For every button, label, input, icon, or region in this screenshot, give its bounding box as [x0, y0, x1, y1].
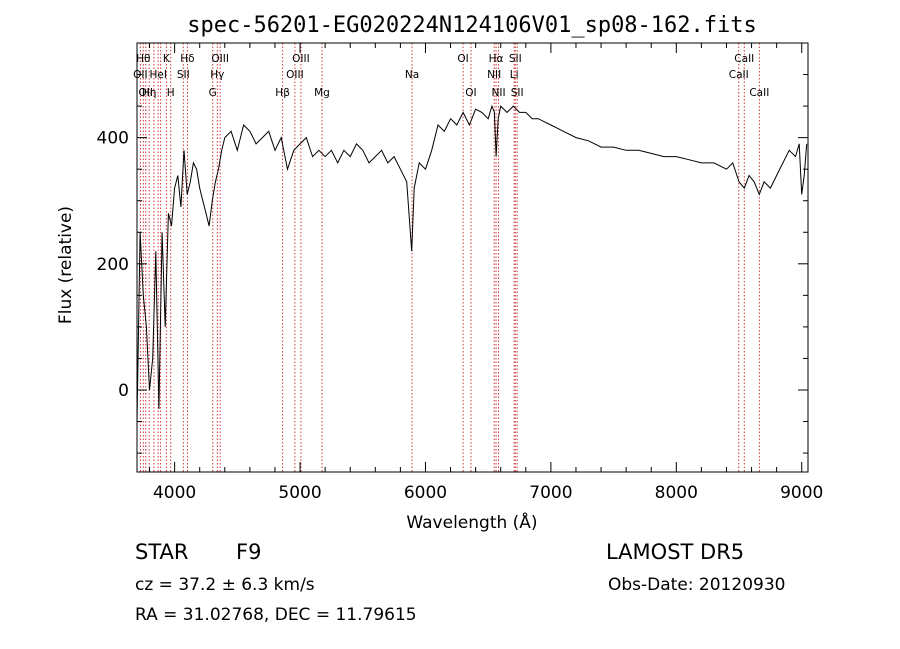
- y-axis-label: Flux (relative): [56, 206, 76, 324]
- line-marker-label: Hα: [489, 53, 504, 65]
- line-marker-label: CaII: [729, 69, 749, 81]
- y-tick-label: 200: [97, 255, 129, 275]
- object-subclass: F9: [236, 540, 262, 564]
- line-marker-label: Hγ: [210, 69, 224, 81]
- line-labels-group: OIIHθOIIHηHeIKHSIIHδGHγOIIIHβOIIIOIIIMgN…: [133, 53, 769, 99]
- plot-frame: [136, 42, 809, 473]
- axis-ticks-group: [137, 42, 808, 472]
- line-marker-label: G: [209, 87, 217, 99]
- line-marker-label: Mg: [314, 87, 330, 99]
- line-marker-label: OIII: [292, 53, 310, 65]
- survey-name: LAMOST DR5: [606, 540, 745, 564]
- line-marker-label: CaII: [734, 53, 754, 65]
- line-marker-label: H: [167, 87, 175, 99]
- chart-title: spec-56201-EG020224N124106V01_sp08-162.f…: [187, 13, 757, 38]
- x-axis-label: Wavelength (Å): [406, 511, 537, 533]
- line-marker-label: OI: [457, 53, 468, 65]
- line-marker-label: NII: [487, 69, 501, 81]
- line-marker-label: OI: [465, 87, 476, 99]
- line-marker-label: OII: [139, 87, 153, 99]
- line-marker-label: OIII: [286, 69, 304, 81]
- y-tick-label: 400: [97, 129, 129, 149]
- line-marker-label: NII: [492, 87, 506, 99]
- line-marker-label: Hθ: [136, 53, 150, 65]
- line-marker-label: Na: [405, 69, 419, 81]
- line-marker-label: CaII: [749, 87, 769, 99]
- obs-date: Obs-Date: 20120930: [608, 575, 786, 595]
- object-class: STAR: [135, 540, 189, 564]
- line-marker-label: SII: [177, 69, 190, 81]
- line-marker-label: HeI: [149, 69, 166, 81]
- line-marker-label: Hβ: [275, 87, 290, 99]
- x-tick-label: 8000: [655, 483, 698, 503]
- spectrum-line: [136, 104, 808, 422]
- x-tick-label: 6000: [404, 483, 447, 503]
- x-tick-label: 7000: [529, 483, 572, 503]
- x-tick-label: 4000: [153, 483, 196, 503]
- line-marker-label: Hδ: [180, 53, 194, 65]
- y-tick-label: 0: [118, 381, 129, 401]
- line-marker-label: SII: [511, 87, 524, 99]
- line-marker-label: OIII: [211, 53, 229, 65]
- line-marker-label: K: [163, 53, 171, 65]
- coordinates: RA = 31.02768, DEC = 11.79615: [135, 605, 417, 625]
- line-markers-group: [139, 43, 760, 472]
- line-marker-label: Hη: [142, 87, 157, 99]
- redshift-text: cz = 37.2 ± 6.3 km/s: [135, 575, 315, 595]
- x-tick-label: 9000: [780, 483, 823, 503]
- x-tick-label: 5000: [278, 483, 321, 503]
- line-marker-label: SII: [509, 53, 522, 65]
- tick-labels-group: 4000 5000 6000 7000 8000 9000 0 200 400: [97, 129, 824, 503]
- line-marker-label: Li: [510, 69, 519, 81]
